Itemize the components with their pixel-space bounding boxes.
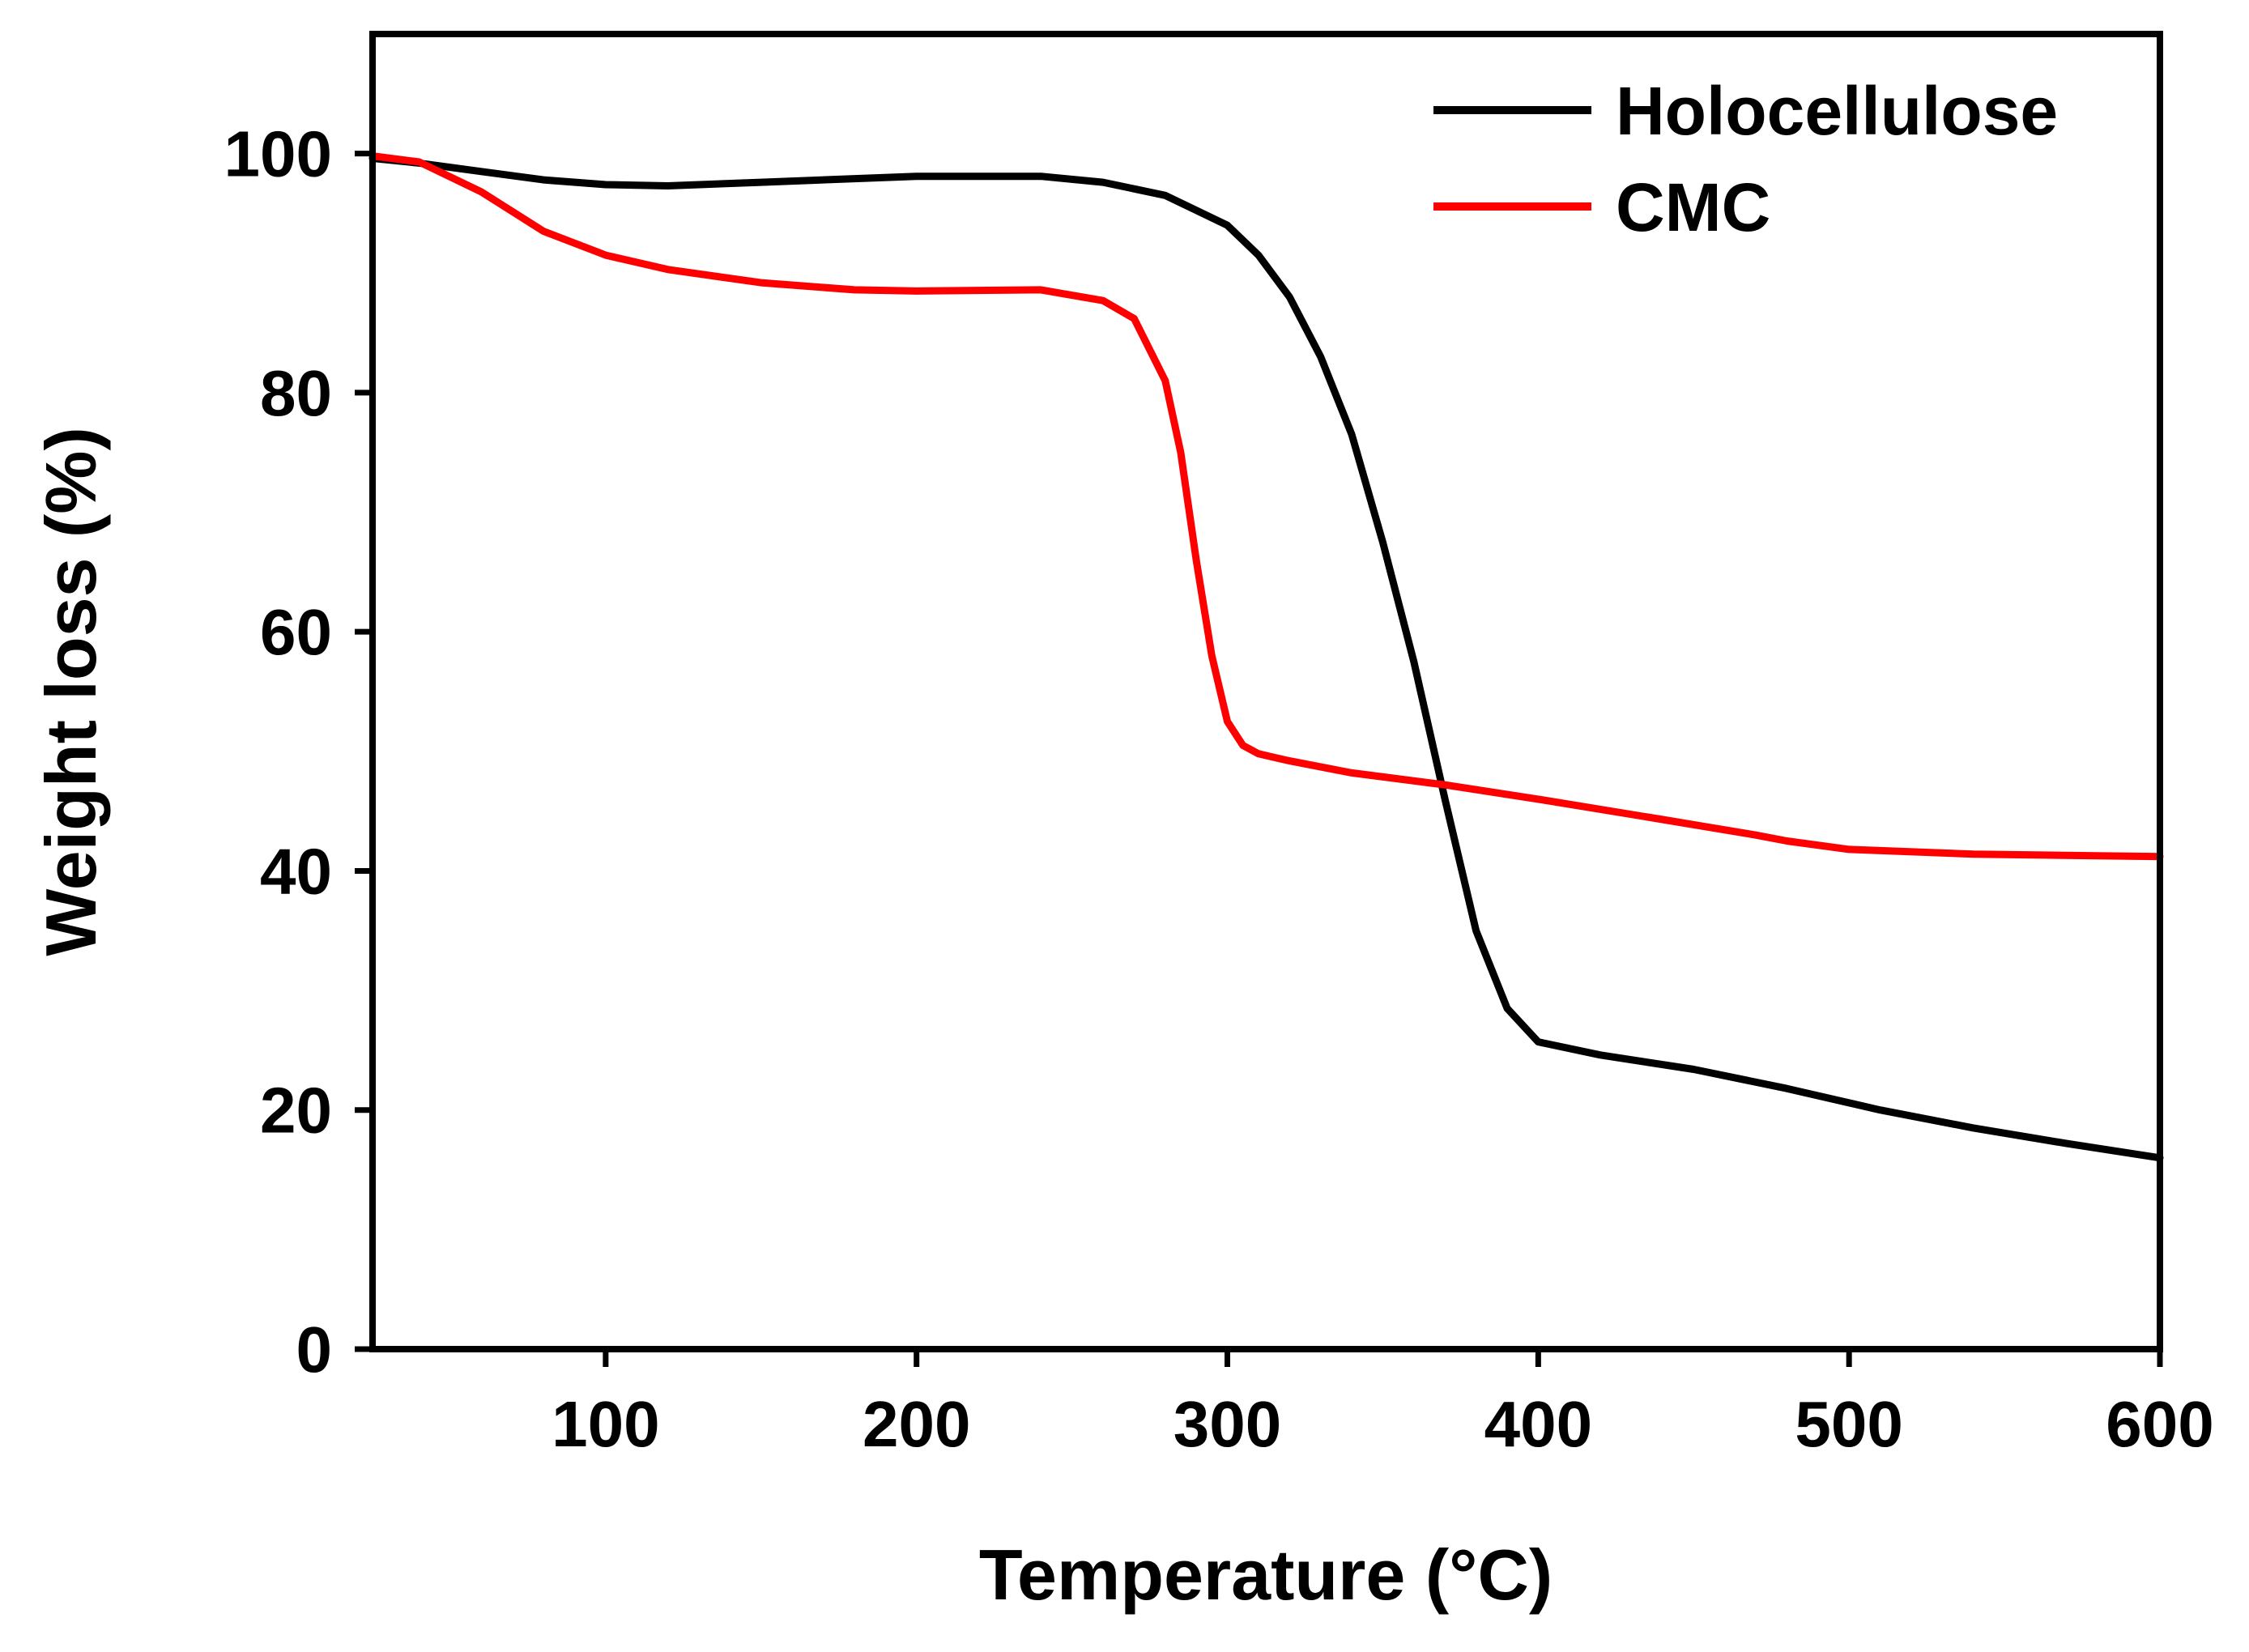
y-tick-label: 20 [260,1075,332,1147]
x-tick-label: 200 [863,1388,970,1460]
y-tick-label: 0 [296,1314,333,1386]
legend-label-cmc: CMC [1616,169,1770,245]
legend: Holocellulose CMC [1433,73,2058,245]
y-tick-label: 100 [224,118,332,190]
x-tick-label: 300 [1173,1388,1281,1460]
y-axis-ticks: 0 20 40 60 80 100 [224,118,373,1386]
series-layer [368,152,2164,1162]
x-tick-label: 600 [2106,1388,2213,1460]
series-line-cmc [368,152,2164,861]
y-tick-label: 40 [260,835,332,907]
y-axis-label: Weight loss (%) [31,427,111,956]
x-tick-label: 100 [552,1388,659,1460]
legend-label-holocellulose: Holocellulose [1616,73,2058,149]
plot-frame [369,31,2163,1352]
x-tick-label: 500 [1795,1388,1902,1460]
series-line-holocellulose [368,155,2164,1162]
x-axis-label: Temperature (°C) [979,1535,1553,1615]
x-axis-ticks: 100 200 300 400 500 600 [552,1349,2214,1460]
y-tick-label: 80 [260,357,332,429]
x-tick-label: 400 [1484,1388,1592,1460]
y-tick-label: 60 [260,596,332,668]
